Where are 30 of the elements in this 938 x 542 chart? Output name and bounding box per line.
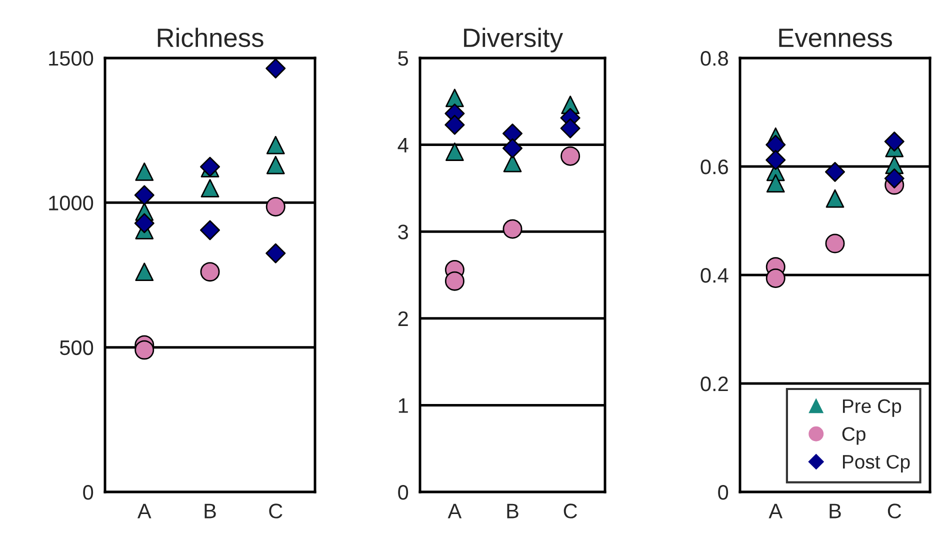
y-tick-label: 2 <box>398 311 408 326</box>
y-tick-label: 1000 <box>49 196 94 210</box>
x-tick-label: B <box>204 504 216 518</box>
chart-title: Diversity <box>464 28 564 52</box>
y-tick-label: 0.4 <box>700 268 728 283</box>
x-tick-label: C <box>269 504 282 518</box>
y-tick-label: 0.6 <box>700 160 728 174</box>
y-tick-label: 4 <box>398 138 408 152</box>
y-tick-label: 0.2 <box>700 376 728 392</box>
y-tick-label: 3 <box>398 224 408 240</box>
y-tick-label: 0 <box>398 485 408 500</box>
legend-label: Pre Cp <box>842 399 902 417</box>
y-tick-label: 0 <box>718 485 728 500</box>
x-tick-label: C <box>888 504 902 518</box>
legend-label: Cp <box>842 427 866 445</box>
chart-title: Evenness <box>779 28 892 48</box>
y-tick-label: 0.8 <box>700 51 728 66</box>
y-tick-label: 1500 <box>49 51 94 66</box>
legend-label: Post Cp <box>842 454 910 473</box>
y-tick-label: 0 <box>83 485 94 500</box>
x-tick-label: B <box>830 504 841 518</box>
y-tick-label: 500 <box>60 340 94 356</box>
y-tick-label: 5 <box>398 51 408 66</box>
chart-title: Richness <box>158 28 264 48</box>
x-tick-label: A <box>448 504 462 518</box>
x-tick-label: A <box>768 504 783 518</box>
x-tick-label: C <box>564 504 578 518</box>
x-tick-label: B <box>507 504 518 518</box>
x-tick-label: A <box>137 504 152 518</box>
y-tick-label: 1 <box>398 398 408 413</box>
